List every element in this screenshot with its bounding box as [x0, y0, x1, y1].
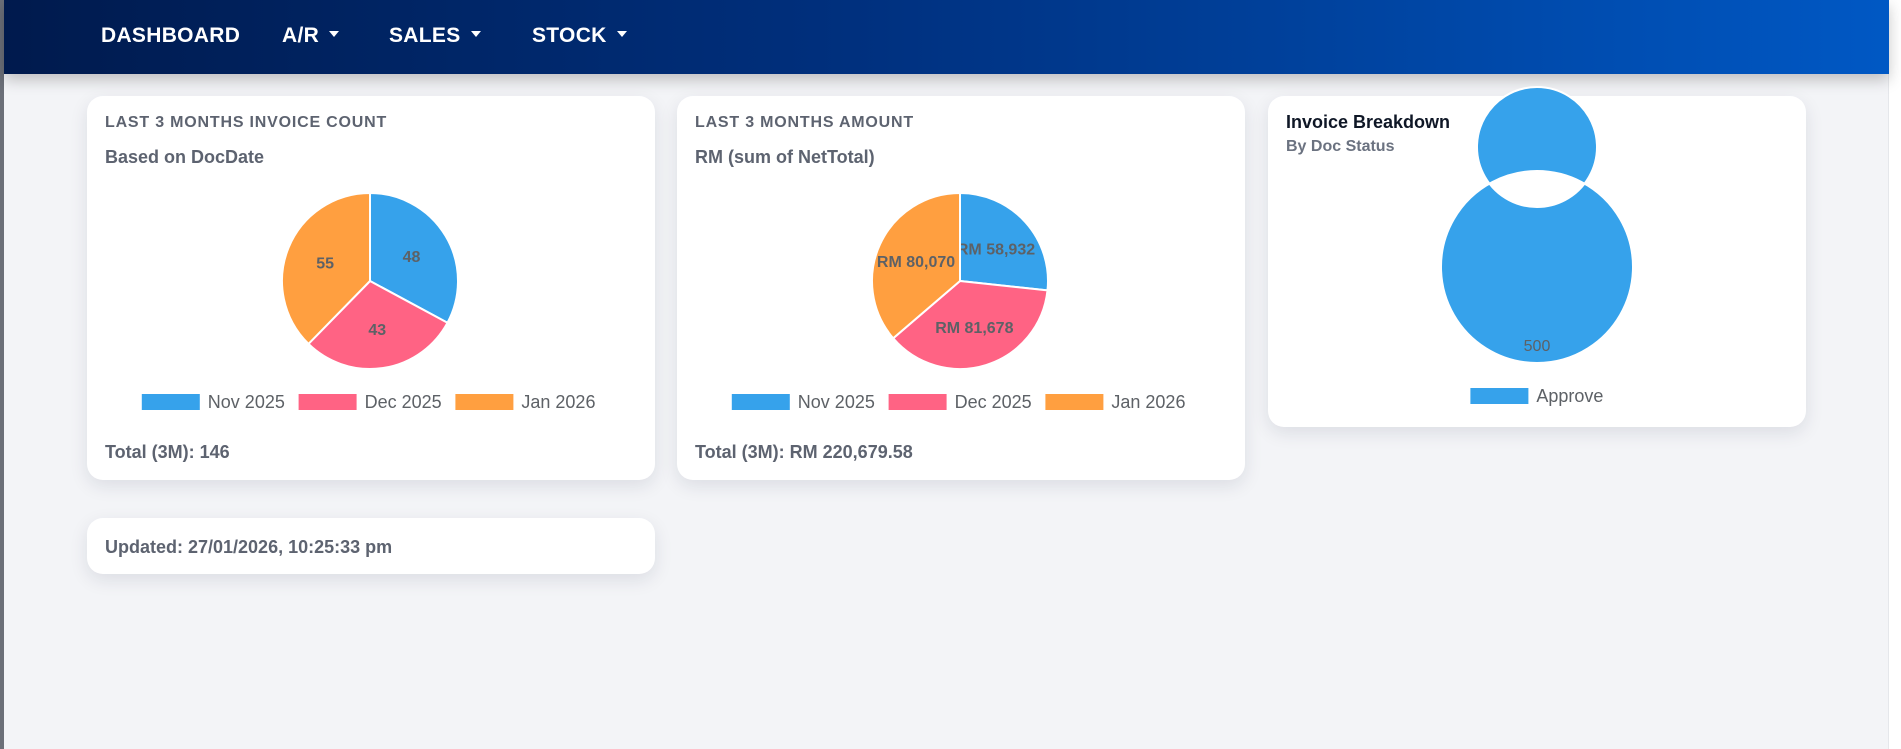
legend-item-nov-2025[interactable]: Nov 2025 — [731, 392, 875, 412]
doc-status-doughnut-chart[interactable]: 500 Approve — [1268, 86, 1806, 427]
legend-item-jan-2026[interactable]: Jan 2026 — [1045, 392, 1185, 412]
slice-data-label: 55 — [316, 256, 334, 273]
legend-label: Jan 2026 — [521, 392, 595, 412]
legend-label: Jan 2026 — [1111, 392, 1185, 412]
nav-dashboard-label: DASHBOARD — [101, 24, 241, 47]
updated-timestamp: Updated: 27/01/2026, 10:25:33 pm — [105, 537, 393, 557]
invoice-count-card: LAST 3 MONTHS INVOICE COUNT Based on Doc… — [87, 96, 655, 480]
pie-slice-dec-2025[interactable] — [307, 279, 449, 370]
legend-swatch — [455, 394, 514, 410]
window-left-edge — [0, 0, 4, 749]
caret-down-icon — [329, 31, 340, 38]
card-subtitle: RM (sum of NetTotal) — [695, 147, 875, 167]
total-count: Total (3M): 146 — [105, 442, 230, 462]
nav-stock-label: STOCK — [532, 24, 607, 47]
amount-card: LAST 3 MONTHS AMOUNT RM (sum of NetTotal… — [677, 96, 1245, 480]
pie-slice-approve[interactable] — [1440, 86, 1634, 364]
slice-data-label: RM 58,932 — [957, 242, 1035, 259]
card-title: Invoice Breakdown — [1286, 112, 1451, 132]
total-amount: Total (3M): RM 220,679.58 — [695, 442, 913, 462]
legend-item-dec-2025[interactable]: Dec 2025 — [888, 392, 1032, 412]
card-title: LAST 3 MONTHS INVOICE COUNT — [105, 114, 388, 131]
slice-data-label: 43 — [368, 322, 386, 339]
slice-data-label: RM 80,070 — [877, 254, 955, 271]
amount-pie-chart[interactable]: RM 58,932 RM 81,678 RM 80,070 Nov 2025 Dec 2… — [677, 96, 1245, 480]
invoice-count-pie-chart[interactable]: 48 43 55 Nov 2025 Dec 2025 Jan 2026 — [87, 96, 655, 480]
legend-label: Dec 2025 — [955, 392, 1032, 412]
pie-slice-jan-2026[interactable] — [281, 191, 371, 346]
scrollbar-track[interactable] — [1888, 0, 1901, 749]
top-navbar: DASHBOARD A/R SALES STOCK — [4, 0, 1889, 74]
slice-data-label: 500 — [1524, 338, 1551, 355]
pie-slice-nov-2025[interactable] — [959, 191, 1049, 292]
pie-slice-jan-2026[interactable] — [871, 191, 961, 340]
legend-swatch — [141, 394, 200, 410]
invoice-breakdown-card: Invoice Breakdown By Doc Status 500 Appro… — [1268, 86, 1806, 427]
nav-sales-menu[interactable]: SALES — [389, 24, 481, 48]
legend-swatch — [731, 394, 790, 410]
caret-down-icon — [616, 31, 627, 38]
slice-data-label: RM 81,678 — [935, 320, 1013, 337]
legend-item-dec-2025[interactable]: Dec 2025 — [298, 392, 442, 412]
legend-swatch — [888, 394, 947, 410]
legend-item-nov-2025[interactable]: Nov 2025 — [141, 392, 285, 412]
card-subtitle: Based on DocDate — [105, 147, 265, 167]
slice-data-label: 48 — [403, 249, 421, 266]
nav-ar-menu[interactable]: A/R — [282, 24, 340, 48]
pie-slice-nov-2025[interactable] — [369, 191, 459, 325]
updated-card: Updated: 27/01/2026, 10:25:33 pm — [87, 518, 655, 574]
legend-swatch — [1470, 388, 1529, 404]
legend-swatch — [298, 394, 357, 410]
card-title: LAST 3 MONTHS AMOUNT — [695, 114, 914, 131]
legend-label: Nov 2025 — [798, 392, 875, 412]
nav-sales-label: SALES — [389, 24, 461, 47]
caret-down-icon — [470, 31, 481, 38]
legend-item-approve[interactable]: Approve — [1470, 386, 1603, 406]
legend-label: Dec 2025 — [365, 392, 442, 412]
card-subtitle: By Doc Status — [1286, 138, 1395, 155]
legend-label: Nov 2025 — [208, 392, 285, 412]
legend-label: Approve — [1536, 386, 1603, 406]
legend-swatch — [1045, 394, 1104, 410]
pie-slice-dec-2025[interactable] — [891, 279, 1049, 370]
legend-item-jan-2026[interactable]: Jan 2026 — [455, 392, 595, 412]
nav-ar-label: A/R — [282, 24, 320, 47]
nav-stock-menu[interactable]: STOCK — [532, 24, 627, 48]
nav-dashboard[interactable]: DASHBOARD — [101, 24, 240, 48]
